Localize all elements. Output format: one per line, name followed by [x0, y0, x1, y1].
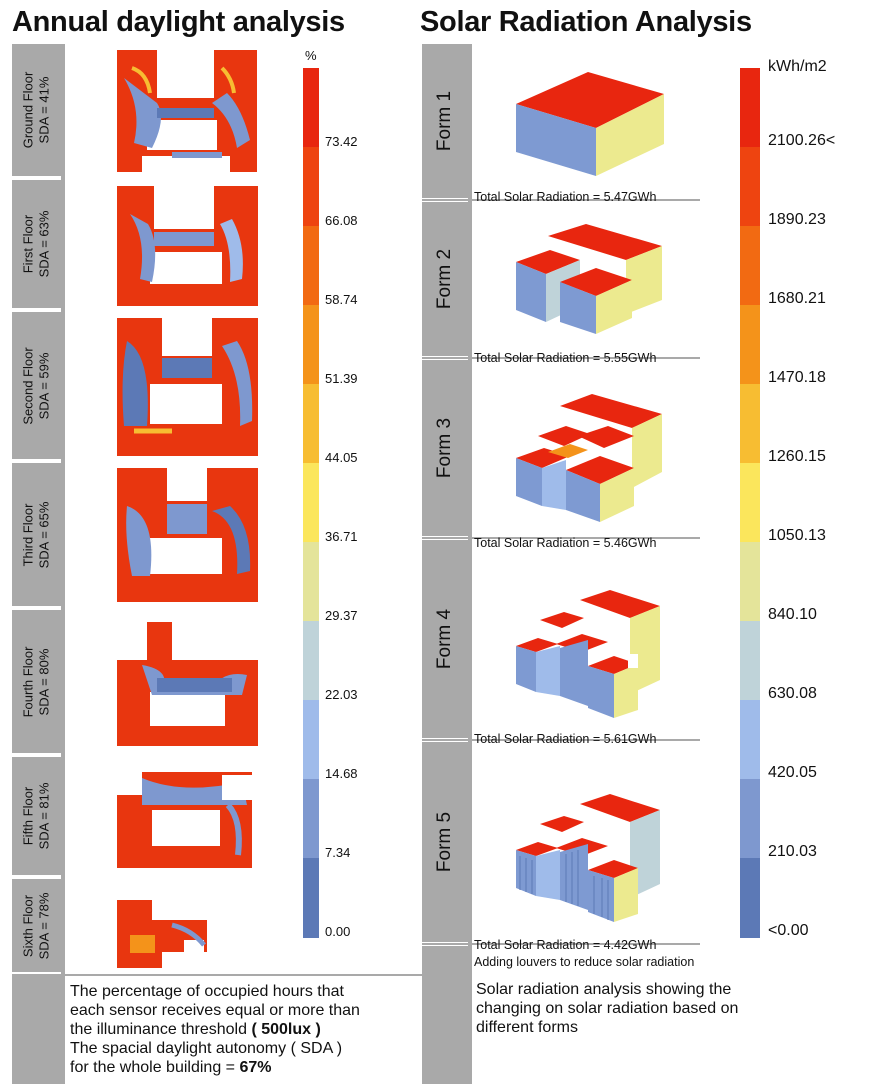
floor-label-sixth: Sixth Floor SDA = 78%: [12, 879, 61, 972]
scale-swatch: [740, 700, 760, 780]
form-3-massing: [516, 394, 662, 522]
scale-swatch: [740, 68, 760, 148]
scale-tick-label: 210.03: [768, 843, 817, 860]
scale-tick-label: 0.00: [325, 924, 351, 939]
floor-label-ground: Ground Floor SDA = 41%: [12, 44, 61, 176]
form-label-3: Form 3: [422, 360, 468, 536]
scale-swatch: [740, 779, 760, 859]
form-label-5: Form 5: [422, 742, 468, 942]
form-4-massing: [516, 590, 660, 718]
scale-swatch: [303, 147, 319, 227]
scale-swatch: [303, 384, 319, 464]
right-divider: [468, 44, 472, 1084]
scale-tick-label: 1890.23: [768, 211, 826, 228]
floor-label-fifth: Fifth Floor SDA = 81%: [12, 757, 61, 875]
solar-scale-unit: kWh/m2: [768, 58, 827, 75]
floor-label-second: Second Floor SDA = 59%: [12, 312, 61, 459]
scale-swatch: [740, 463, 760, 543]
form-separator-5: [422, 943, 700, 945]
form-2-massing: [516, 224, 662, 334]
plan-second-floor: [117, 318, 258, 456]
scale-tick-label: 36.71: [325, 529, 358, 544]
scale-swatch: [740, 621, 760, 701]
plan-ground-floor: [117, 50, 257, 172]
scale-tick-label: 7.34: [325, 845, 351, 860]
form-1-massing: [516, 72, 664, 176]
scale-swatch: [740, 858, 760, 938]
scale-tick-label: 840.10: [768, 606, 817, 623]
form-4-total: Total Solar Radiation = 5.61GWh: [474, 732, 657, 746]
form-separator-4: [422, 739, 700, 741]
scale-tick-label: 1470.18: [768, 369, 826, 386]
scale-swatch: [303, 226, 319, 306]
scale-swatch: [303, 463, 319, 543]
daylight-color-scale: [303, 68, 319, 938]
scale-swatch: [303, 621, 319, 701]
scale-tick-label: 44.05: [325, 450, 358, 465]
scale-swatch: [303, 305, 319, 385]
scale-swatch: [740, 226, 760, 306]
form-label-4: Form 4: [422, 540, 468, 738]
floor-label-first: First Floor SDA = 63%: [12, 180, 61, 308]
scale-tick-label: 1050.13: [768, 527, 826, 544]
scale-tick-label: <0.00: [768, 922, 809, 939]
scale-swatch: [303, 779, 319, 859]
form-5-note: Adding louvers to reduce solar radiation: [474, 955, 695, 969]
scale-tick-label: 58.74: [325, 292, 358, 307]
form-5-total: Total Solar Radiation = 4.42GWh: [474, 938, 657, 952]
scale-tick-label: 66.08: [325, 213, 358, 228]
scale-tick-label: 73.42: [325, 134, 358, 149]
form-separator-2: [422, 357, 700, 359]
form-5-massing: [516, 794, 660, 922]
scale-tick-label: 420.05: [768, 764, 817, 781]
scale-swatch: [740, 542, 760, 622]
daylight-scale-unit: %: [305, 48, 317, 63]
scale-swatch: [303, 542, 319, 622]
scale-swatch: [303, 858, 319, 938]
form-separator-3: [422, 537, 700, 539]
form-3-total: Total Solar Radiation = 5.46GWh: [474, 536, 657, 550]
scale-tick-label: 22.03: [325, 687, 358, 702]
solar-title: Solar Radiation Analysis: [420, 6, 752, 38]
form-1-total: Total Solar Radiation = 5.47GWh: [474, 190, 657, 204]
note-label-right: [422, 946, 468, 1084]
scale-tick-label: 2100.26<: [768, 132, 836, 149]
daylight-title: Annual daylight analysis: [12, 6, 345, 38]
left-divider: [61, 44, 65, 1084]
scale-tick-label: 1260.15: [768, 448, 826, 465]
scale-tick-label: 1680.21: [768, 290, 826, 307]
form-separator-1: [422, 199, 700, 201]
scale-swatch: [740, 147, 760, 227]
floor-label-third: Third Floor SDA = 65%: [12, 463, 61, 606]
solar-note: Solar radiation analysis showing the cha…: [476, 981, 739, 1036]
scale-swatch: [740, 305, 760, 385]
plan-first-floor: [117, 186, 258, 306]
form-label-1: Form 1: [422, 44, 468, 198]
floor-label-fourth: Fourth Floor SDA = 80%: [12, 610, 61, 753]
scale-tick-label: 29.37: [325, 608, 358, 623]
scale-swatch: [303, 700, 319, 780]
plan-sixth-floor: [117, 900, 207, 968]
scale-swatch: [740, 384, 760, 464]
scale-tick-label: 630.08: [768, 685, 817, 702]
note-label-left: [12, 976, 61, 1084]
solar-color-scale: [740, 68, 760, 938]
form-2-total: Total Solar Radiation = 5.55GWh: [474, 351, 657, 365]
plan-fifth-floor: [117, 772, 252, 868]
note-separator-left: [12, 974, 472, 976]
plan-fourth-floor: [117, 622, 258, 746]
scale-swatch: [303, 68, 319, 148]
scale-tick-label: 14.68: [325, 766, 358, 781]
plan-third-floor: [117, 468, 258, 602]
scale-tick-label: 51.39: [325, 371, 358, 386]
daylight-note: The percentage of occupied hours that ea…: [70, 983, 360, 1076]
form-label-2: Form 2: [422, 202, 468, 356]
